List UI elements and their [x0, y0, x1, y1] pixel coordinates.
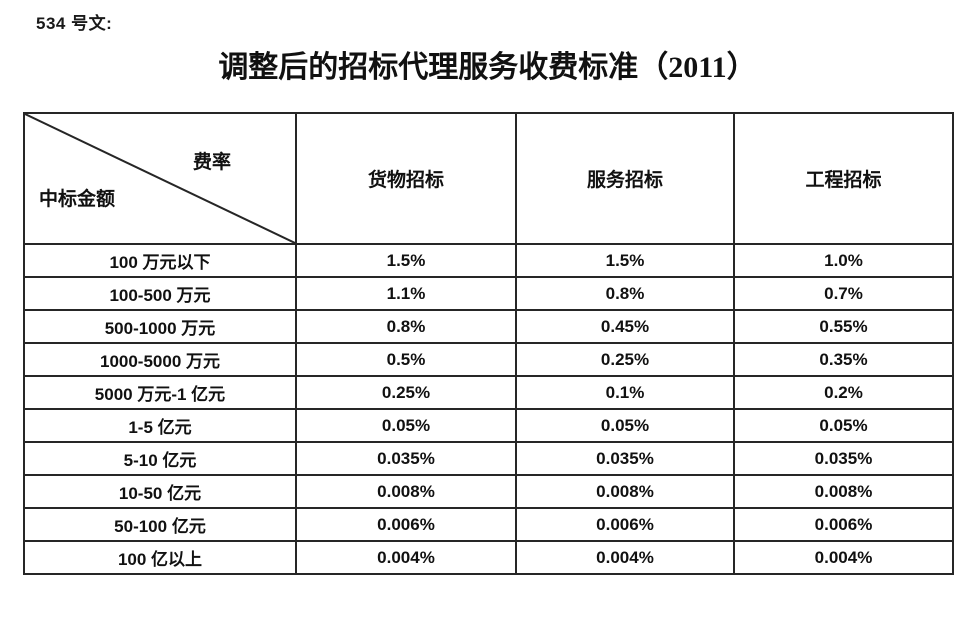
row-label: 10-50 亿元 [23, 474, 297, 509]
fee-value: 1.5% [515, 243, 735, 278]
corner-fee-rate-label: 费率 [193, 152, 232, 173]
fee-value: 0.25% [295, 375, 517, 410]
fee-value: 0.25% [515, 342, 735, 377]
fee-value: 0.035% [295, 441, 517, 476]
fee-value: 0.5% [295, 342, 517, 377]
row-label: 500-1000 万元 [23, 309, 297, 344]
fee-value: 0.008% [515, 474, 735, 509]
fee-value: 1.0% [733, 243, 954, 278]
corner-cell: 费率 中标金额 [23, 112, 297, 245]
row-label: 50-100 亿元 [23, 507, 297, 542]
fee-value: 0.8% [515, 276, 735, 311]
diagonal-line-icon [25, 114, 295, 243]
table-row: 5000 万元-1 亿元 0.25% 0.1% 0.2% [23, 375, 954, 410]
row-label: 100 亿以上 [23, 540, 297, 575]
table-row: 50-100 亿元 0.006% 0.006% 0.006% [23, 507, 954, 542]
fee-value: 0.7% [733, 276, 954, 311]
fee-value: 0.2% [733, 375, 954, 410]
row-label: 1-5 亿元 [23, 408, 297, 443]
fee-value: 0.05% [515, 408, 735, 443]
column-header-engineering-bidding: 工程招标 [733, 112, 954, 245]
fee-value: 0.008% [295, 474, 517, 509]
page-title: 调整后的招标代理服务收费标准（2011） [218, 51, 757, 84]
corner-bid-amount-label: 中标金额 [39, 189, 116, 210]
fee-value: 0.55% [733, 309, 954, 344]
fee-value: 0.006% [295, 507, 517, 542]
fee-value: 0.45% [515, 309, 735, 344]
table-row: 100 万元以下 1.5% 1.5% 1.0% [23, 243, 954, 278]
fee-value: 1.1% [295, 276, 517, 311]
row-label: 100-500 万元 [23, 276, 297, 311]
fee-value: 0.004% [733, 540, 954, 575]
row-label: 100 万元以下 [23, 243, 297, 278]
fee-table: 费率 中标金额 货物招标 服务招标 工程招标 100 万元以下 1.5% 1.5… [23, 112, 954, 575]
row-label: 5-10 亿元 [23, 441, 297, 476]
doc-number-label: 534 号文: [36, 14, 113, 33]
column-header-goods-bidding: 货物招标 [295, 112, 517, 245]
table-row: 100 亿以上 0.004% 0.004% 0.004% [23, 540, 954, 575]
fee-value: 0.004% [295, 540, 517, 575]
table-row: 10-50 亿元 0.008% 0.008% 0.008% [23, 474, 954, 509]
fee-value: 0.35% [733, 342, 954, 377]
table-row: 1000-5000 万元 0.5% 0.25% 0.35% [23, 342, 954, 377]
fee-value: 0.006% [515, 507, 735, 542]
fee-value: 0.8% [295, 309, 517, 344]
header-row: 费率 中标金额 货物招标 服务招标 工程招标 [23, 112, 954, 245]
column-header-service-bidding: 服务招标 [515, 112, 735, 245]
fee-value: 0.035% [515, 441, 735, 476]
fee-value: 0.035% [733, 441, 954, 476]
table-row: 5-10 亿元 0.035% 0.035% 0.035% [23, 441, 954, 476]
fee-value: 0.006% [733, 507, 954, 542]
fee-value: 0.05% [733, 408, 954, 443]
fee-value: 0.05% [295, 408, 517, 443]
row-label: 5000 万元-1 亿元 [23, 375, 297, 410]
fee-value: 0.008% [733, 474, 954, 509]
table-row: 1-5 亿元 0.05% 0.05% 0.05% [23, 408, 954, 443]
row-label: 1000-5000 万元 [23, 342, 297, 377]
table-row: 500-1000 万元 0.8% 0.45% 0.55% [23, 309, 954, 344]
fee-value: 0.004% [515, 540, 735, 575]
table-row: 100-500 万元 1.1% 0.8% 0.7% [23, 276, 954, 311]
fee-value: 1.5% [295, 243, 517, 278]
fee-value: 0.1% [515, 375, 735, 410]
